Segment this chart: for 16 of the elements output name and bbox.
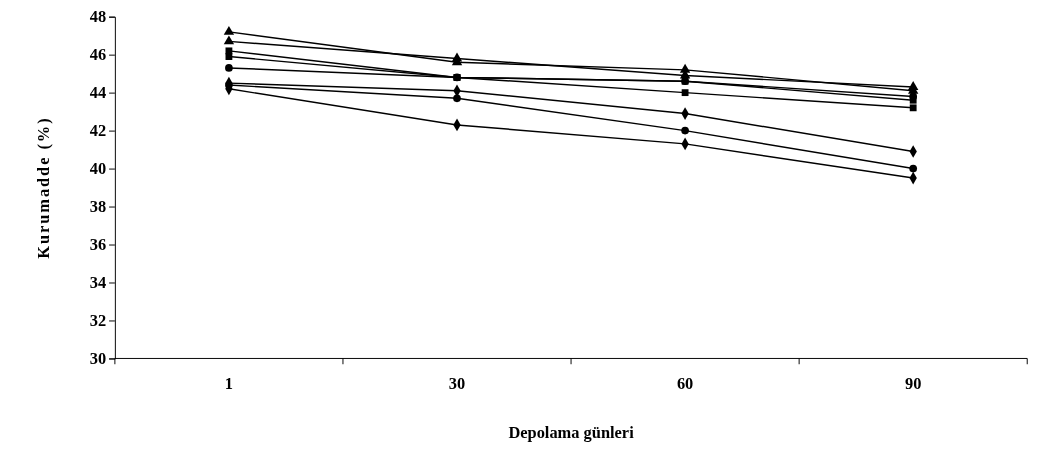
x-tick-label: 1	[224, 374, 234, 394]
y-tick-label: 30	[89, 349, 107, 369]
y-tick-label: 48	[89, 7, 107, 27]
x-tick-label: 90	[904, 374, 922, 394]
y-tick-label: 44	[89, 83, 107, 103]
y-tick-label: 42	[89, 121, 107, 141]
y-tick-label: 46	[89, 45, 107, 65]
y-tick-label: 38	[89, 197, 107, 217]
y-axis-title: Kurumadde (%)	[34, 116, 54, 259]
x-tick-label: 60	[676, 374, 694, 394]
y-tick-label: 40	[89, 159, 107, 179]
y-tick-label: 34	[89, 273, 107, 293]
x-tick-label: 30	[448, 374, 466, 394]
y-tick-label: 32	[89, 311, 107, 331]
y-tick-label: 36	[89, 235, 107, 255]
x-axis-title: Depolama günleri	[508, 422, 635, 442]
